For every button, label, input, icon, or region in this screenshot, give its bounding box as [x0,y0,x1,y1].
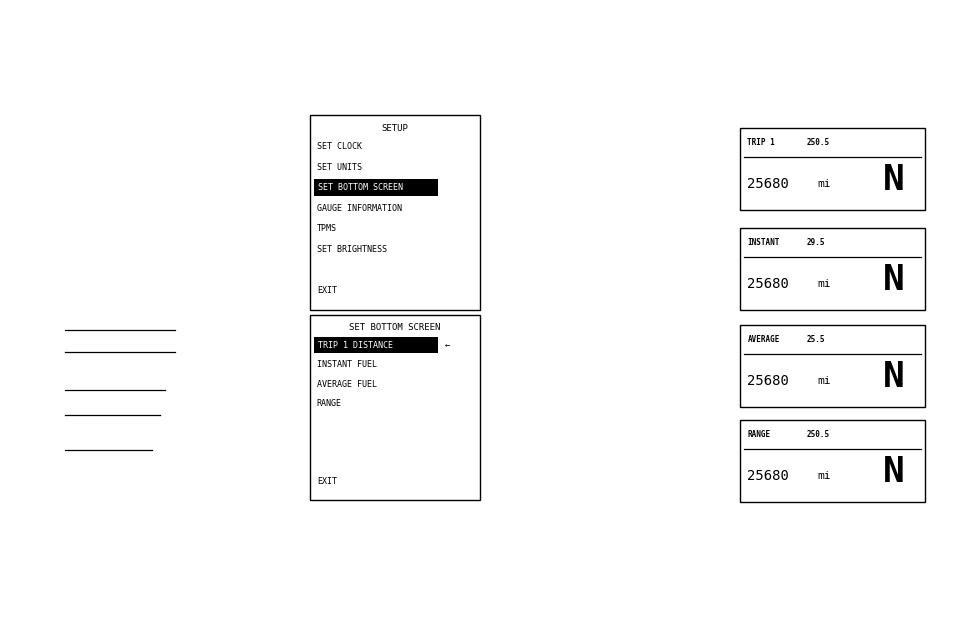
Bar [314,179,437,196]
Text: TRIP 1 DISTANCE: TRIP 1 DISTANCE [317,340,393,350]
Text: N: N [882,263,903,297]
Text: SET BRIGHTNESS: SET BRIGHTNESS [316,245,386,254]
Text: 25680: 25680 [746,469,788,483]
Text: 29.5: 29.5 [805,238,824,247]
Text: 250.5: 250.5 [805,430,829,440]
Text: mi: mi [817,179,830,189]
Text: EXIT: EXIT [316,286,336,295]
Text: TPMS: TPMS [316,224,336,233]
Text: 25.5: 25.5 [805,335,824,344]
Text: mi: mi [817,471,830,481]
Text: 25680: 25680 [746,177,788,191]
Bar [740,228,924,310]
Text: mi: mi [817,376,830,386]
Text: 25680: 25680 [746,277,788,291]
Text: ←: ← [444,340,449,350]
Text: SET CLOCK: SET CLOCK [316,142,361,151]
Text: RANGE: RANGE [316,399,341,408]
Text: RANGE: RANGE [746,430,770,440]
Bar [314,337,437,353]
Text: INSTANT FUEL: INSTANT FUEL [316,360,376,369]
Text: N: N [882,162,903,197]
Text: SET BOTTOM SCREEN: SET BOTTOM SCREEN [349,323,440,332]
Text: TRIP 1: TRIP 1 [746,139,775,147]
Text: mi: mi [817,279,830,289]
Text: AVERAGE: AVERAGE [746,335,779,344]
Bar [740,128,924,210]
Text: EXIT: EXIT [316,477,336,486]
Text: N: N [882,455,903,488]
Text: N: N [882,360,903,394]
Text: SET UNITS: SET UNITS [316,163,361,172]
Bar [740,325,924,407]
Text: 250.5: 250.5 [805,139,829,147]
Text: GAUGE INFORMATION: GAUGE INFORMATION [316,204,401,213]
Bar [310,115,479,310]
Bar [310,315,479,500]
Text: 25680: 25680 [746,374,788,387]
Text: INSTANT: INSTANT [746,238,779,247]
Bar [740,420,924,502]
Text: SETUP: SETUP [381,124,408,133]
Text: SET BOTTOM SCREEN: SET BOTTOM SCREEN [317,183,402,192]
Text: AVERAGE FUEL: AVERAGE FUEL [316,379,376,389]
